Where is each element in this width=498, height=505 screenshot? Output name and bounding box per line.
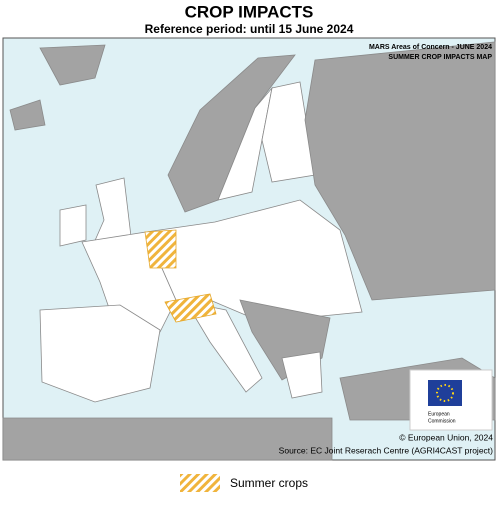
map: MARS Areas of Concern - JUNE 2024 SUMMER… [2,37,496,461]
map-caption: MARS Areas of Concern - JUNE 2024 [369,44,492,51]
legend-swatch [180,474,220,492]
summer-crops-area [144,229,177,269]
map-caption: SUMMER CROP IMPACTS MAP [388,54,492,61]
title: CROP IMPACTS [185,2,314,21]
legend-label: Summer crops [230,476,308,490]
credit: © European Union, 2024 [399,432,493,442]
legend: Summer crops [180,474,308,492]
summer-crops-area [164,293,217,323]
credit: Source: EC Joint Reserach Centre (AGRI4C… [279,445,493,455]
logo: European Commission [409,369,493,431]
logo-text: European [428,411,450,417]
subtitle: Reference period: until 15 June 2024 [145,22,354,36]
logo-text: Commission [428,418,456,424]
